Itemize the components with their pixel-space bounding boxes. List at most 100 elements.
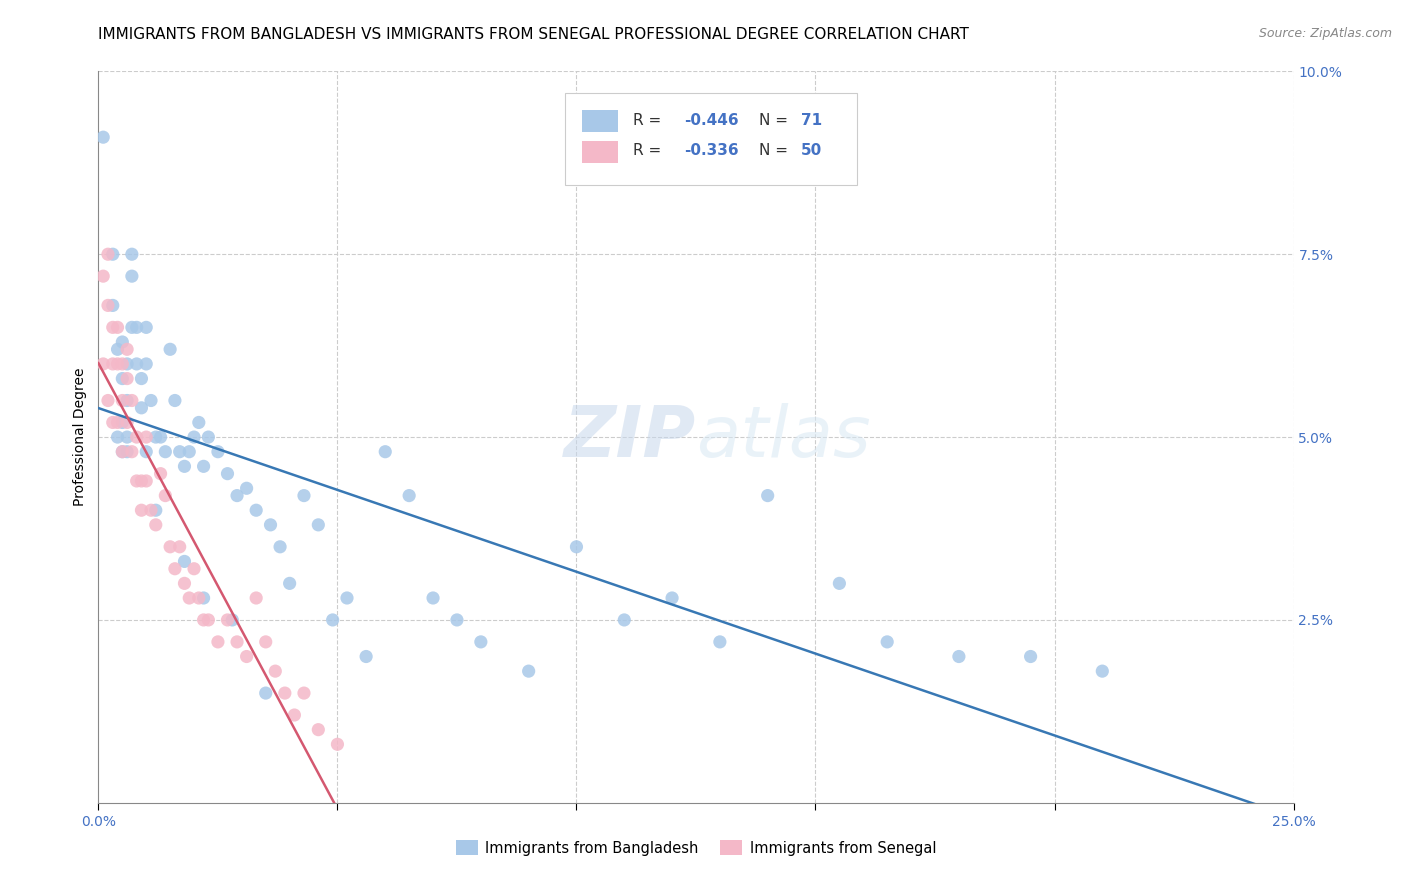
Point bbox=[97, 298, 120, 312]
Point bbox=[101, 298, 124, 312]
Point bbox=[193, 613, 215, 627]
FancyBboxPatch shape bbox=[565, 94, 858, 185]
Point bbox=[111, 334, 134, 349]
Point bbox=[336, 591, 359, 605]
Point bbox=[254, 686, 277, 700]
Point bbox=[115, 444, 138, 458]
Text: 71: 71 bbox=[801, 113, 823, 128]
Point bbox=[107, 430, 129, 444]
Point bbox=[235, 649, 257, 664]
Point bbox=[155, 489, 177, 503]
Point bbox=[187, 591, 209, 605]
Point bbox=[163, 562, 186, 576]
Point bbox=[107, 357, 129, 371]
Point bbox=[111, 357, 134, 371]
Point bbox=[101, 416, 124, 430]
Point bbox=[661, 591, 683, 605]
Point bbox=[107, 343, 129, 357]
Point bbox=[135, 357, 157, 371]
Point bbox=[111, 444, 134, 458]
Point bbox=[131, 474, 153, 488]
Point bbox=[135, 444, 157, 458]
Point bbox=[565, 540, 588, 554]
Point bbox=[446, 613, 468, 627]
Point bbox=[179, 591, 201, 605]
Point bbox=[1019, 649, 1042, 664]
Point bbox=[254, 635, 277, 649]
Point bbox=[111, 371, 134, 385]
Point bbox=[101, 247, 124, 261]
Point bbox=[322, 613, 344, 627]
Point bbox=[111, 444, 134, 458]
Point bbox=[111, 416, 134, 430]
Text: -0.446: -0.446 bbox=[685, 113, 738, 128]
Point bbox=[278, 576, 301, 591]
Point bbox=[173, 576, 195, 591]
Point bbox=[217, 613, 239, 627]
Point bbox=[97, 247, 120, 261]
Point bbox=[226, 489, 249, 503]
Text: Source: ZipAtlas.com: Source: ZipAtlas.com bbox=[1258, 27, 1392, 40]
Text: IMMIGRANTS FROM BANGLADESH VS IMMIGRANTS FROM SENEGAL PROFESSIONAL DEGREE CORREL: IMMIGRANTS FROM BANGLADESH VS IMMIGRANTS… bbox=[98, 27, 969, 42]
Point bbox=[179, 444, 201, 458]
Point bbox=[828, 576, 851, 591]
Point bbox=[709, 635, 731, 649]
Point bbox=[115, 393, 138, 408]
Point bbox=[115, 430, 138, 444]
Point bbox=[135, 474, 157, 488]
Point bbox=[259, 517, 281, 532]
Point bbox=[111, 393, 134, 408]
Text: N =: N = bbox=[759, 143, 793, 158]
Point bbox=[107, 416, 129, 430]
Point bbox=[115, 343, 138, 357]
Point bbox=[169, 540, 191, 554]
Point bbox=[91, 130, 114, 145]
Point bbox=[207, 635, 229, 649]
Point bbox=[207, 444, 229, 458]
Point bbox=[269, 540, 291, 554]
FancyBboxPatch shape bbox=[582, 110, 619, 132]
Point bbox=[131, 401, 153, 415]
Point bbox=[197, 430, 219, 444]
Text: R =: R = bbox=[633, 143, 666, 158]
Point bbox=[91, 269, 114, 284]
Point bbox=[398, 489, 420, 503]
Point bbox=[145, 517, 167, 532]
Point bbox=[187, 416, 209, 430]
Point bbox=[115, 371, 138, 385]
Point bbox=[131, 503, 153, 517]
Point bbox=[135, 430, 157, 444]
Point bbox=[101, 320, 124, 334]
Point bbox=[307, 723, 329, 737]
Point bbox=[125, 430, 148, 444]
Point bbox=[876, 635, 898, 649]
Point bbox=[173, 554, 195, 568]
Point bbox=[326, 737, 349, 751]
Point bbox=[756, 489, 779, 503]
Point bbox=[163, 393, 186, 408]
Point bbox=[221, 613, 243, 627]
Point bbox=[169, 444, 191, 458]
Point bbox=[131, 371, 153, 385]
Legend: Immigrants from Bangladesh, Immigrants from Senegal: Immigrants from Bangladesh, Immigrants f… bbox=[450, 834, 942, 862]
Point bbox=[226, 635, 249, 649]
Point bbox=[183, 430, 205, 444]
Point bbox=[121, 247, 143, 261]
Point bbox=[149, 430, 172, 444]
Point bbox=[125, 320, 148, 334]
Text: N =: N = bbox=[759, 113, 793, 128]
Point bbox=[139, 393, 162, 408]
Point bbox=[517, 664, 540, 678]
Point bbox=[159, 343, 181, 357]
Point bbox=[217, 467, 239, 481]
Point bbox=[121, 269, 143, 284]
Point bbox=[101, 357, 124, 371]
Point bbox=[145, 503, 167, 517]
Point bbox=[292, 489, 315, 503]
Point bbox=[107, 320, 129, 334]
Point bbox=[292, 686, 315, 700]
Point bbox=[235, 481, 257, 495]
Text: R =: R = bbox=[633, 113, 666, 128]
Point bbox=[1091, 664, 1114, 678]
Point bbox=[121, 393, 143, 408]
